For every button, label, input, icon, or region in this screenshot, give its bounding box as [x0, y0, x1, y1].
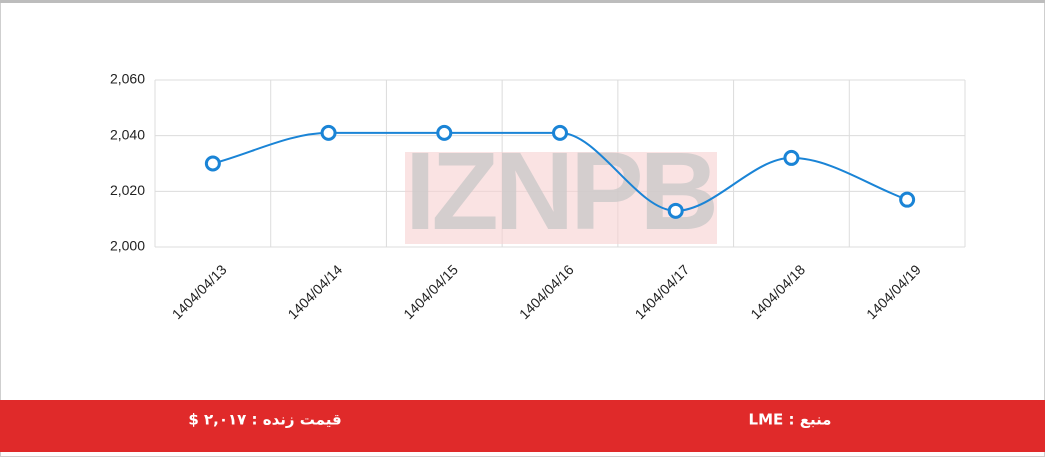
y-tick-label: 2,000 — [110, 238, 145, 254]
point — [899, 191, 916, 208]
point — [783, 149, 800, 166]
y-tick-label: 2,020 — [110, 182, 145, 198]
watermark-bg — [405, 152, 717, 244]
y-tick-label: 2,060 — [110, 71, 145, 87]
source: منبع : LME — [749, 411, 832, 429]
watermark: IZNPB — [405, 130, 715, 253]
point — [667, 202, 684, 219]
point — [204, 155, 221, 172]
point — [552, 124, 568, 141]
point — [436, 124, 453, 141]
point — [320, 124, 337, 141]
live-price: قیمت زنده : ۲,۰۱۷ $ — [188, 411, 341, 429]
top-border — [0, 0, 1045, 3]
y-tick-label: 2,040 — [110, 126, 145, 142]
footer-bar — [0, 400, 1045, 452]
watermark-group: IZNPB — [405, 130, 719, 253]
